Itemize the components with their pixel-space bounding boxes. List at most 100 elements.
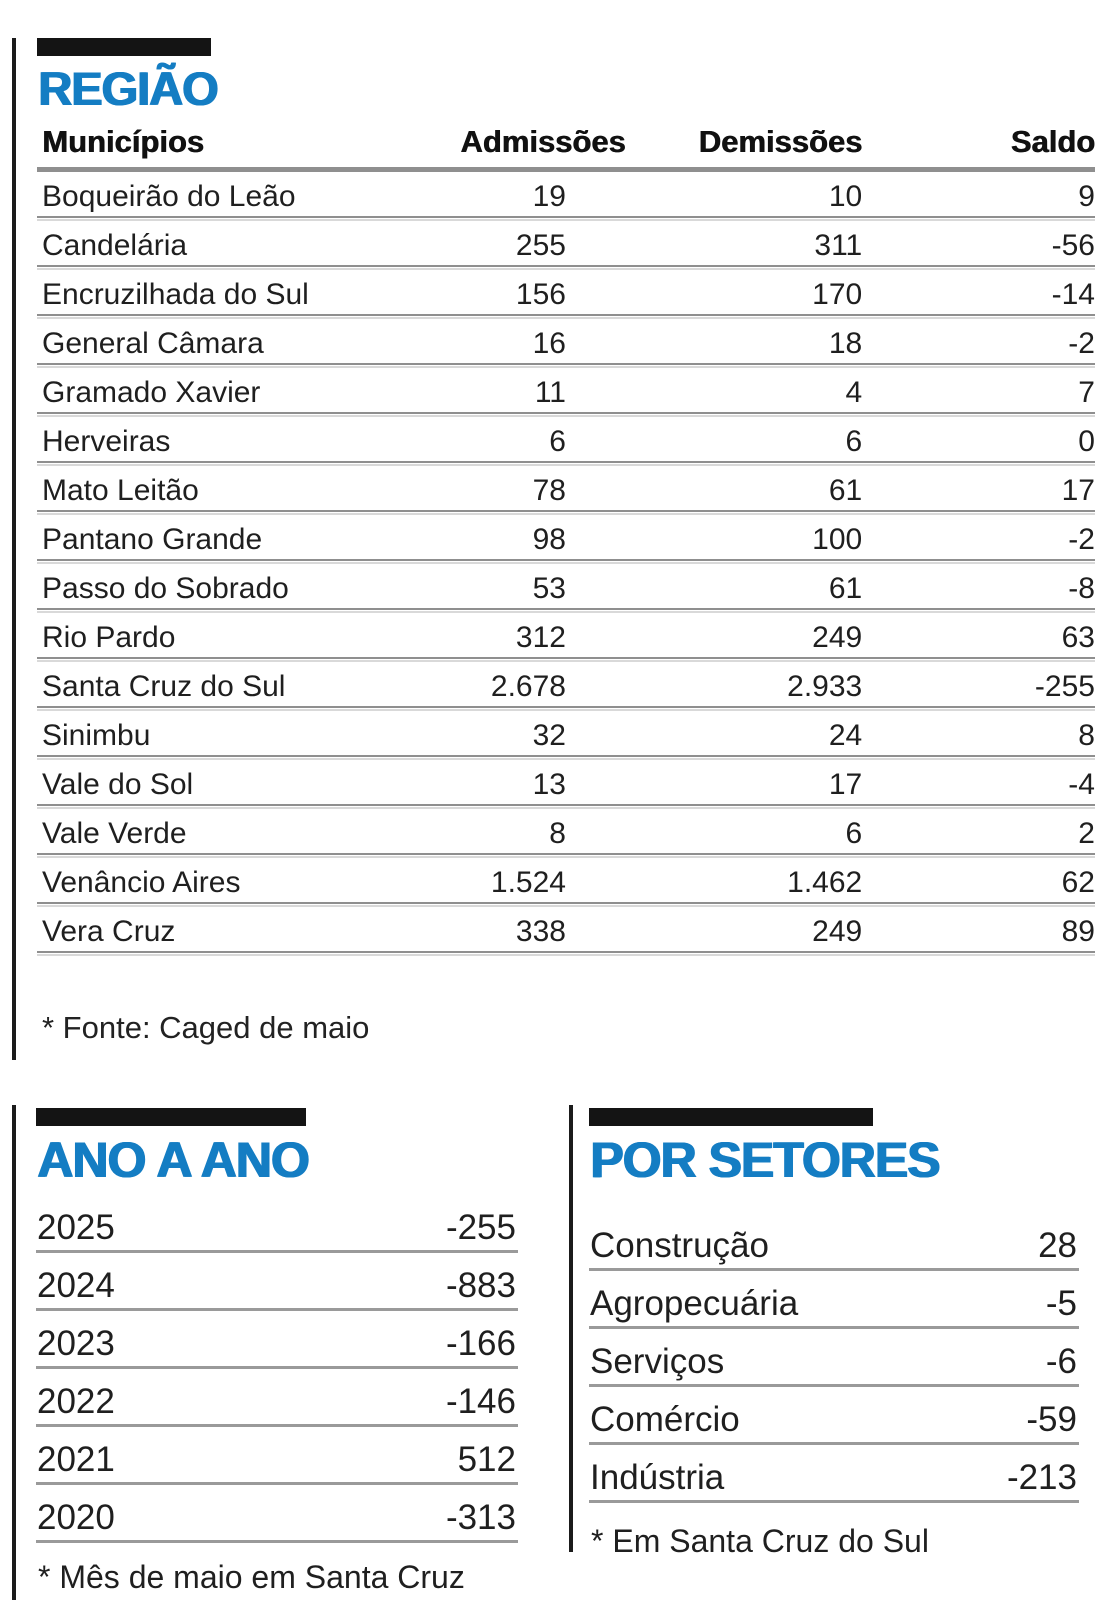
year-label: 2024	[37, 1266, 115, 1305]
admissoes-value: 53	[532, 571, 566, 605]
ano-a-ano-title: ANO A ANO	[37, 1132, 310, 1188]
saldo-value: -255	[1034, 669, 1095, 703]
municipality-name: General Câmara	[42, 326, 264, 360]
list-item: 2023 -166	[36, 1311, 518, 1369]
table-row: General Câmara 16 18 -2	[37, 319, 1095, 368]
admissoes-value: 6	[549, 424, 566, 458]
por-setores-rows: Construção 28 Agropecuária -5 Serviços -…	[589, 1213, 1079, 1503]
saldo-value: 7	[1078, 375, 1095, 409]
saldo-value: -2	[1068, 522, 1095, 556]
saldo-value: 63	[1061, 620, 1095, 654]
saldo-value: 89	[1061, 914, 1095, 948]
municipality-name: Encruzilhada do Sul	[42, 277, 309, 311]
admissoes-value: 78	[532, 473, 566, 507]
demissoes-value: 100	[812, 522, 863, 556]
table-row: Boqueirão do Leão 19 10 9	[37, 172, 1095, 221]
list-item: Indústria -213	[589, 1445, 1079, 1503]
admissoes-value: 32	[532, 718, 566, 752]
saldo-value: 17	[1061, 473, 1095, 507]
demissoes-value: 61	[828, 473, 863, 507]
region-title: REGIÃO	[38, 62, 218, 115]
por-setores-left-rule	[569, 1105, 573, 1552]
ano-a-ano-footnote: * Mês de maio em Santa Cruz	[36, 1551, 465, 1600]
municipality-name: Pantano Grande	[42, 522, 263, 556]
sector-label: Construção	[590, 1226, 769, 1265]
admissoes-value: 98	[532, 522, 566, 556]
municipality-name: Passo do Sobrado	[42, 571, 289, 605]
ano-a-ano-panel: ANO A ANO 2025 -255 2024 -883 2023 -166 …	[36, 1108, 518, 1600]
demissoes-value: 170	[812, 277, 863, 311]
ano-a-ano-rows: 2025 -255 2024 -883 2023 -166 2022 -146 …	[36, 1195, 518, 1543]
demissoes-value: 6	[845, 816, 863, 850]
table-row: Rio Pardo 312 249 63	[37, 613, 1095, 662]
saldo-value: -213	[1006, 1458, 1077, 1497]
saldo-value: -2	[1068, 326, 1095, 360]
year-label: 2023	[37, 1324, 115, 1363]
saldo-value: -8	[1068, 571, 1095, 605]
municipality-name: Mato Leitão	[42, 473, 199, 507]
saldo-value: -14	[1051, 277, 1095, 311]
saldo-value: -56	[1051, 228, 1095, 262]
saldo-value: 62	[1061, 865, 1095, 899]
demissoes-value: 6	[845, 424, 863, 458]
saldo-value: -166	[445, 1324, 516, 1363]
table-row: Vera Cruz 338 249 89	[37, 907, 1095, 956]
saldo-value: -59	[1026, 1400, 1077, 1439]
saldo-value: -883	[445, 1266, 516, 1305]
list-item: 2022 -146	[36, 1369, 518, 1427]
admissoes-value: 156	[515, 277, 566, 311]
saldo-value: 9	[1078, 179, 1095, 213]
sector-label: Comércio	[590, 1400, 740, 1439]
list-item: 2020 -313	[36, 1485, 518, 1543]
table-row: Sinimbu 32 24 8	[37, 711, 1095, 760]
admissoes-value: 338	[515, 914, 566, 948]
demissoes-value: 61	[828, 571, 863, 605]
saldo-value: -4	[1068, 767, 1095, 801]
table-row: Mato Leitão 78 61 17	[37, 466, 1095, 515]
admissoes-value: 255	[515, 228, 566, 262]
admissoes-value: 19	[532, 179, 566, 213]
municipality-name: Santa Cruz do Sul	[42, 669, 286, 703]
demissoes-value: 10	[828, 179, 863, 213]
municipality-name: Herveiras	[42, 424, 171, 458]
municipality-name: Rio Pardo	[42, 620, 176, 654]
municipality-name: Candelária	[42, 228, 188, 262]
column-header-municipios: Municípios	[42, 124, 204, 159]
saldo-value: 8	[1078, 718, 1095, 752]
table-row: Gramado Xavier 11 4 7	[37, 368, 1095, 417]
municipality-name: Venâncio Aires	[42, 865, 241, 899]
region-kicker-bar	[37, 38, 211, 56]
column-header-admissoes: Admissões	[460, 124, 626, 159]
admissoes-value: 1.524	[490, 865, 566, 899]
region-footnote: * Fonte: Caged de maio	[42, 1010, 370, 1045]
saldo-value: -313	[445, 1498, 516, 1537]
admissoes-value: 11	[534, 375, 566, 409]
admissoes-value: 2.678	[490, 669, 566, 703]
por-setores-title: POR SETORES	[590, 1132, 940, 1188]
por-setores-kicker-bar	[589, 1108, 873, 1126]
year-label: 2020	[37, 1498, 115, 1537]
table-row: Vale do Sol 13 17 -4	[37, 760, 1095, 809]
ano-a-ano-kicker-bar	[36, 1108, 306, 1126]
saldo-value: -6	[1045, 1342, 1077, 1381]
sector-label: Serviços	[590, 1342, 725, 1381]
table-row: Pantano Grande 98 100 -2	[37, 515, 1095, 564]
list-item: 2021 512	[36, 1427, 518, 1485]
admissoes-value: 8	[549, 816, 566, 850]
table-row: Santa Cruz do Sul 2.678 2.933 -255	[37, 662, 1095, 711]
saldo-value: 0	[1078, 424, 1095, 458]
sector-label: Agropecuária	[590, 1284, 799, 1323]
demissoes-value: 17	[828, 767, 863, 801]
sector-label: Indústria	[590, 1458, 725, 1497]
list-item: 2024 -883	[36, 1253, 518, 1311]
municipality-name: Vale Verde	[42, 816, 187, 850]
demissoes-value: 2.933	[787, 669, 863, 703]
column-header-demissoes: Demissões	[698, 124, 863, 159]
list-item: Comércio -59	[589, 1387, 1079, 1445]
table-row: Venâncio Aires 1.524 1.462 62	[37, 858, 1095, 907]
demissoes-value: 18	[828, 326, 863, 360]
por-setores-panel: POR SETORES Construção 28 Agropecuária -…	[589, 1108, 1079, 1560]
ano-a-ano-left-rule	[12, 1105, 16, 1600]
table-row: Vale Verde 8 6 2	[37, 809, 1095, 858]
demissoes-value: 1.462	[787, 865, 863, 899]
